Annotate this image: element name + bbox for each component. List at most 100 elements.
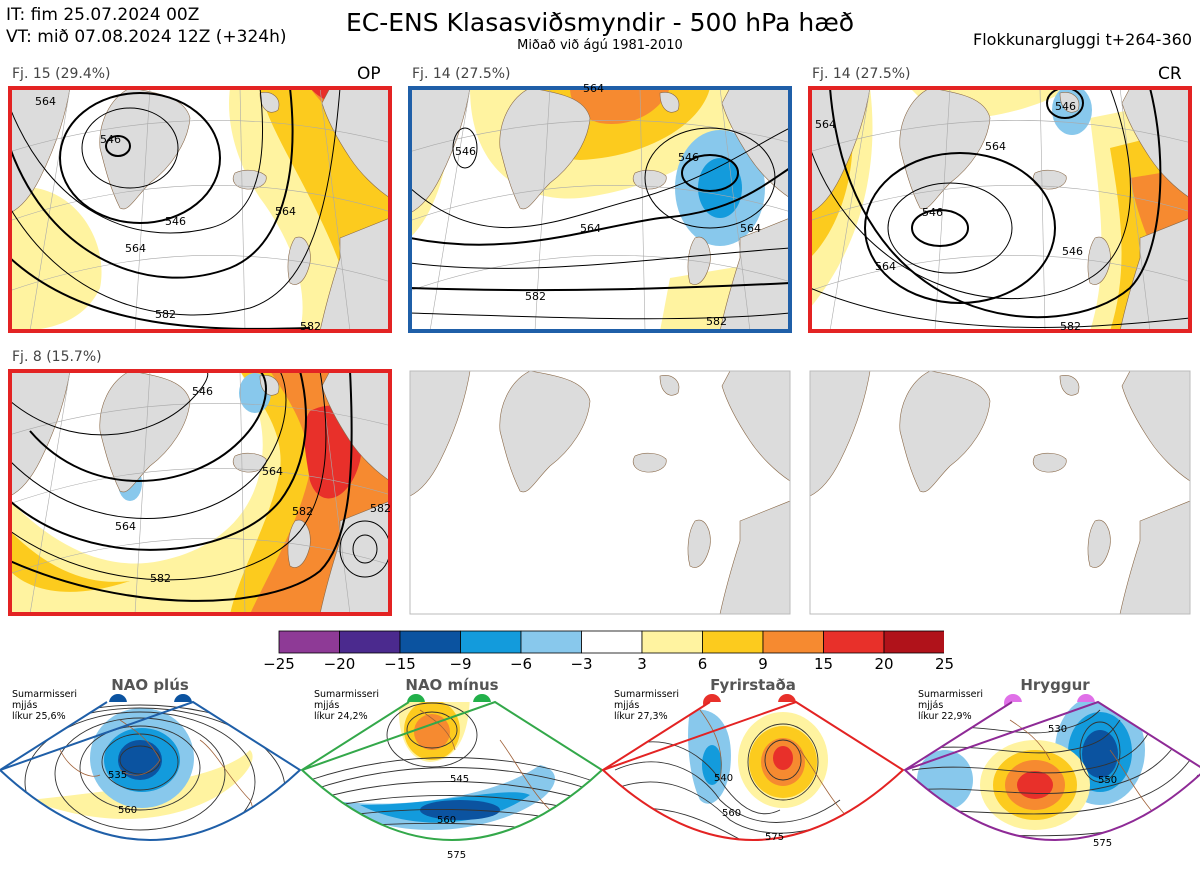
contour-labels: 564 546 564 582 582 546 564 564 546 564 … — [35, 82, 1083, 585]
regime-1-note-line-2: mjjás — [12, 700, 38, 711]
map-panel-1 — [10, 88, 390, 331]
regime-2-frame — [300, 700, 604, 841]
regime-2-note-line-1: Sumarmisseri — [314, 689, 380, 700]
panel-1-frame — [8, 86, 392, 333]
panel-4-label: Fj. 8 (15.7%) — [12, 349, 102, 365]
regime-4-note-line-1: Sumarmisseri — [918, 689, 984, 700]
regime-1-map — [0, 702, 300, 840]
regime-maps: 535 560 545 560 575 540 560 575 530 550 … — [0, 694, 1200, 861]
colorbar-tick-label: −9 — [449, 655, 472, 673]
regime-4-label-a: 530 — [1048, 724, 1067, 735]
panel-2-frame — [408, 86, 792, 333]
regime-3-frame — [601, 700, 905, 841]
colorbar-tick-label: −25 — [263, 655, 295, 673]
panel-5-frame — [409, 370, 791, 615]
p4-label-d: 582 — [292, 505, 313, 518]
cluster-maps: 564 546 564 582 582 546 564 564 546 564 … — [8, 82, 1192, 616]
p2-label-e: 582 — [706, 315, 727, 328]
page-subtitle: Miðað við ágú 1981-2010 — [517, 38, 683, 53]
regime-2-label-b: 560 — [437, 815, 456, 826]
p1-label-g: 564 — [275, 205, 296, 218]
regime-3-note: Sumarmisseri mjjás líkur 27,3% — [614, 689, 679, 722]
panel-4-frame — [8, 369, 392, 616]
regime-1-frame — [0, 700, 302, 841]
p4-label-c: 564 — [262, 465, 283, 478]
colorbar-tick-label: 9 — [758, 655, 768, 673]
p4-label-f: 546 — [192, 385, 213, 398]
regime-2-note-line-3: líkur 24,2% — [314, 711, 368, 722]
colorbar-cell — [883, 630, 944, 654]
colorbar-cell — [762, 630, 824, 654]
panel-1-label: Fj. 15 (29.4%) — [12, 66, 111, 82]
regime-4-note-line-2: mjjás — [918, 700, 944, 711]
regime-3-title: Fyrirstaða — [710, 676, 796, 694]
colorbar — [278, 630, 944, 654]
init-time: IT: fim 25.07.2024 00Z — [6, 5, 200, 25]
regime-4-title: Hryggur — [1020, 676, 1090, 694]
p4-label-e: 582 — [370, 502, 391, 515]
colorbar-cell — [399, 630, 461, 654]
regime-3-label-a: 540 — [714, 773, 733, 784]
p2-label-a: 564 — [580, 222, 601, 235]
colorbar-cell — [581, 630, 643, 654]
p3-label-d: 582 — [1060, 320, 1081, 333]
regime-1-title: NAO plús — [111, 676, 189, 694]
map-panel-2 — [410, 88, 790, 331]
p2-label-g: 546 — [455, 145, 476, 158]
map-panel-3 — [810, 88, 1190, 331]
p1-label-e: 582 — [300, 320, 321, 333]
p3-label-a: 564 — [815, 118, 836, 131]
p1-label-a: 564 — [35, 95, 56, 108]
colorbar-cell — [823, 630, 885, 654]
colorbar-tick-label: −15 — [384, 655, 416, 673]
panel-3-tag: CR — [1158, 64, 1182, 84]
p3-label-b: 546 — [922, 206, 943, 219]
p1-label-d: 582 — [155, 308, 176, 321]
classification-window: Flokkunargluggi t+264-360 — [973, 30, 1192, 49]
regime-4-note-line-3: líkur 22,9% — [918, 711, 972, 722]
regime-2-note-line-2: mjjás — [314, 700, 340, 711]
panel-3-label: Fj. 14 (27.5%) — [812, 66, 911, 82]
colorbar-cell — [278, 630, 340, 654]
colorbar-tick-label: 6 — [697, 655, 708, 673]
panel-2-label: Fj. 14 (27.5%) — [412, 66, 511, 82]
colorbar-cell — [339, 630, 401, 654]
p4-label-a: 564 — [115, 520, 136, 533]
p1-label-f: 546 — [100, 133, 121, 146]
regime-1-note: Sumarmisseri mjjás líkur 25,6% — [12, 689, 77, 722]
p1-label-b: 546 — [165, 215, 186, 228]
regime-2-label-c: 575 — [447, 850, 466, 861]
colorbar-cell — [702, 630, 764, 654]
colorbar-tick-label: 15 — [813, 655, 834, 673]
regime-1-note-line-1: Sumarmisseri — [12, 689, 78, 700]
p3-label-e: 546 — [1055, 100, 1076, 113]
p2-label-b: 546 — [678, 151, 699, 164]
map-panel-4 — [10, 371, 390, 614]
regime-4-label-b: 550 — [1098, 775, 1117, 786]
regime-2-note: Sumarmisseri mjjás líkur 24,2% — [314, 689, 379, 722]
regime-1-label-b: 560 — [118, 805, 137, 816]
panel-6-frame — [809, 370, 1191, 615]
regime-4-label-c: 575 — [1093, 838, 1112, 849]
regime-3-note-line-3: líkur 27,3% — [614, 711, 668, 722]
p3-label-g: 546 — [1062, 245, 1083, 258]
regime-3-label-c: 575 — [765, 832, 784, 843]
p4-label-b: 582 — [150, 572, 171, 585]
colorbar-tick-label: −6 — [509, 655, 533, 673]
p2-label-c: 564 — [583, 82, 604, 95]
regime-2-title: NAO mínus — [405, 676, 499, 694]
panel-3-frame — [808, 86, 1192, 333]
colorbar-tick-label: 25 — [934, 655, 955, 673]
map-panel-6 — [810, 371, 1190, 614]
map-panel-5 — [410, 371, 790, 614]
page-title: EC-ENS Klasasviðsmyndir - 500 hPa hæð — [345, 8, 855, 37]
regime-3-label-b: 560 — [722, 808, 741, 819]
regime-3-note-line-1: Sumarmisseri — [614, 689, 680, 700]
colorbar-tick-label: 20 — [874, 655, 894, 673]
regime-1-note-line-3: líkur 25,6% — [12, 711, 66, 722]
valid-time: VT: mið 07.08.2024 12Z (+324h) — [6, 27, 287, 47]
p1-label-c: 564 — [125, 242, 146, 255]
colorbar-tick-label: −20 — [323, 655, 356, 673]
regime-2-label-a: 545 — [450, 774, 469, 785]
regime-3-note-line-2: mjjás — [614, 700, 640, 711]
